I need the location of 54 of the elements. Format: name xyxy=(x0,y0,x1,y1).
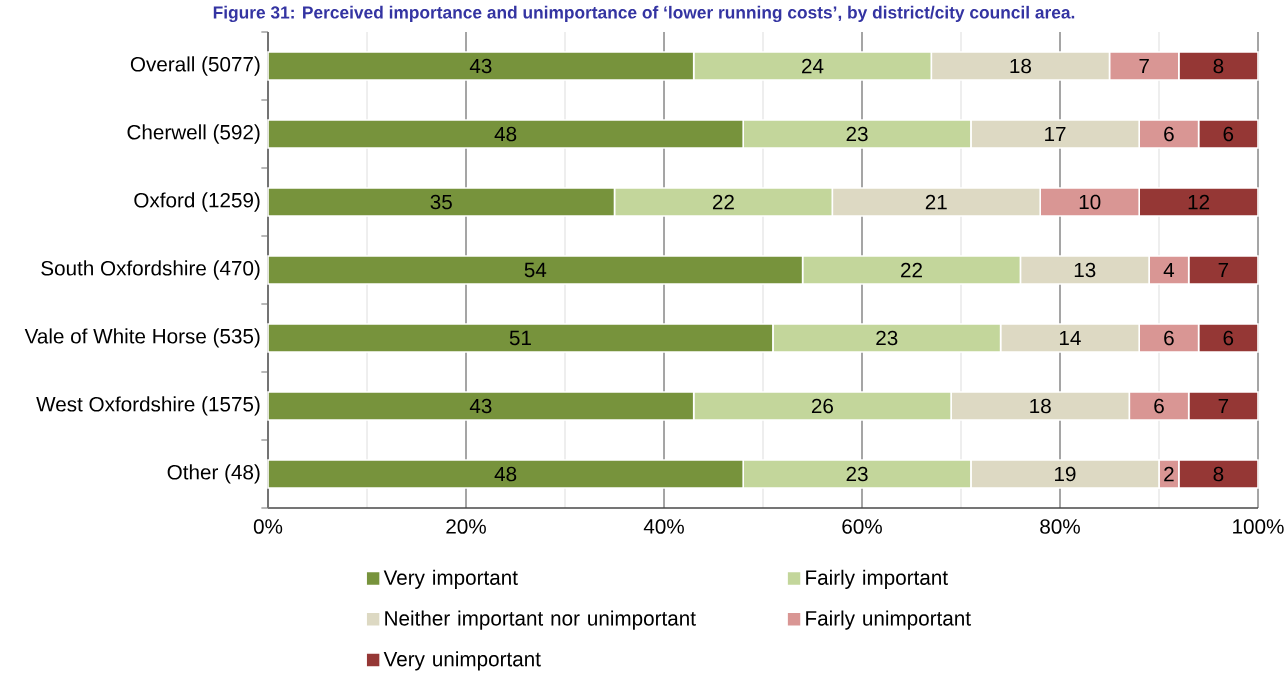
y-tick-label: West Oxfordshire (1575) xyxy=(36,396,260,416)
data-label: 6 xyxy=(1223,126,1234,142)
data-label: 7 xyxy=(1139,58,1149,74)
data-label: 22 xyxy=(712,194,734,210)
data-label: 12 xyxy=(1188,194,1210,210)
data-label: 21 xyxy=(925,194,947,210)
data-label: 54 xyxy=(524,262,547,278)
legend-label: Neither important nor unimportant xyxy=(385,610,696,630)
x-tick-label: 80% xyxy=(1040,519,1080,534)
data-label: 43 xyxy=(469,398,492,414)
data-label: 2 xyxy=(1164,466,1174,482)
data-label: 7 xyxy=(1218,398,1229,414)
data-label: 18 xyxy=(1010,58,1031,74)
data-label: 48 xyxy=(494,126,517,142)
x-tick-label: 100% xyxy=(1233,519,1284,534)
data-label: 23 xyxy=(846,466,868,482)
data-label: 48 xyxy=(494,466,517,482)
data-label: 43 xyxy=(469,58,492,74)
x-tick-label: 60% xyxy=(842,519,882,534)
data-label: 4 xyxy=(1163,262,1175,278)
data-label: 18 xyxy=(1030,398,1051,414)
y-tick-label: Overall (5077) xyxy=(130,56,260,76)
data-label: 8 xyxy=(1213,58,1224,74)
data-label: 23 xyxy=(876,330,898,346)
data-label: 35 xyxy=(430,194,452,210)
y-tick-label: Vale of White Horse (535) xyxy=(24,328,260,348)
y-tick-label: Oxford (1259) xyxy=(134,192,260,212)
x-tick-label: 0% xyxy=(253,519,283,534)
data-label: 22 xyxy=(901,262,922,278)
data-label: 14 xyxy=(1059,330,1081,346)
data-label: 6 xyxy=(1154,398,1164,414)
data-label: 13 xyxy=(1074,262,1096,278)
legend-label: Fairly unimportant xyxy=(806,610,971,630)
data-label: 10 xyxy=(1079,194,1101,210)
y-tick-label: South Oxfordshire (470) xyxy=(41,260,260,280)
data-label: 6 xyxy=(1164,330,1174,346)
data-label: 26 xyxy=(811,398,833,414)
data-label: 7 xyxy=(1218,262,1229,278)
data-label: 6 xyxy=(1164,126,1174,142)
data-label: 24 xyxy=(802,58,824,74)
y-tick-label: Cherwell (592) xyxy=(127,124,260,144)
data-label: 8 xyxy=(1213,466,1224,482)
data-label: 19 xyxy=(1055,466,1076,482)
chart-title: Figure 31: Perceived importance and unimportance of ‘lower running costs’, by district/city council area. xyxy=(213,5,1075,23)
legend-label: Very unimportant xyxy=(383,651,541,671)
x-tick-label: 20% xyxy=(446,519,486,534)
legend-label: Fairly important xyxy=(806,569,948,590)
data-label: 51 xyxy=(509,330,531,346)
legend-label: Very important xyxy=(383,569,518,590)
data-label: 17 xyxy=(1045,126,1066,142)
data-label: 6 xyxy=(1223,330,1234,346)
x-tick-label: 40% xyxy=(643,519,684,534)
y-tick-label: Other (48) xyxy=(167,464,260,484)
data-label: 23 xyxy=(846,126,868,142)
